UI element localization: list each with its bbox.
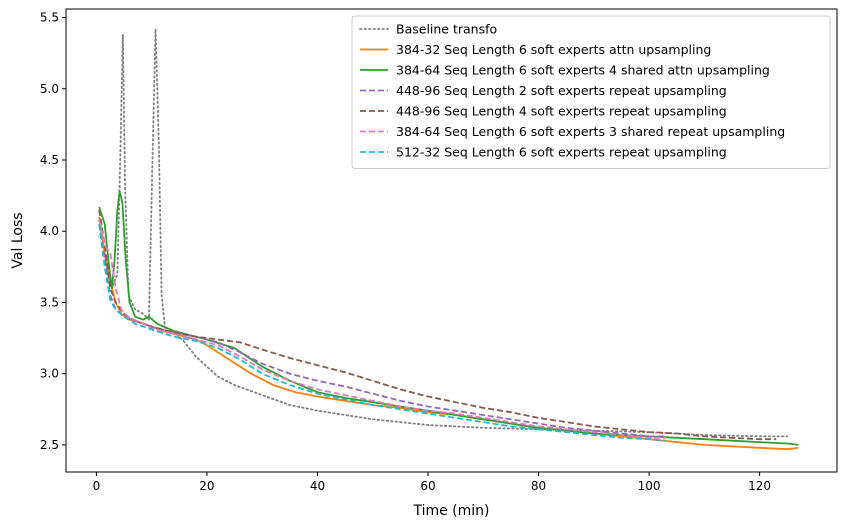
x-tick-label: 100 — [638, 479, 661, 493]
legend-entry-4: 448-96 Seq Length 2 soft experts repeat … — [396, 83, 727, 98]
y-tick-label: 3.0 — [40, 367, 59, 381]
plot-frame — [65, 8, 838, 473]
y-axis: 2.5 3.0 3.5 4.0 4.5 5.0 5.5 — [40, 11, 66, 452]
y-tick-label: 2.5 — [40, 438, 59, 452]
y-tick-label: 4.5 — [40, 153, 59, 167]
legend-entry-6: 384-64 Seq Length 6 soft experts 3 share… — [396, 124, 785, 139]
series-line-7 — [98, 223, 666, 442]
x-tick-label: 0 — [93, 479, 101, 493]
series-line-5 — [98, 209, 777, 441]
x-tick-label: 120 — [748, 479, 771, 493]
y-tick-label: 5.5 — [40, 11, 59, 25]
series-layer — [98, 27, 799, 451]
y-axis-title: Val Loss — [10, 212, 26, 268]
legend: Baseline transfo 384-32 Seq Length 6 soft… — [351, 15, 831, 169]
y-tick-label: 4.0 — [40, 224, 59, 238]
x-tick-label: 60 — [420, 479, 435, 493]
series-line-3 — [98, 190, 799, 446]
x-tick-label: 20 — [199, 479, 214, 493]
legend-entry-7: 512-32 Seq Length 6 soft experts repeat … — [396, 145, 727, 160]
x-tick-label: 40 — [310, 479, 325, 493]
y-tick-label: 3.5 — [40, 295, 59, 309]
legend-entry-1: Baseline transfo — [396, 22, 497, 37]
series-line-1 — [98, 27, 789, 438]
y-tick-label: 5.0 — [40, 82, 59, 96]
legend-entry-5: 448-96 Seq Length 4 soft experts repeat … — [396, 104, 727, 119]
legend-entry-2: 384-32 Seq Length 6 soft experts attn up… — [396, 42, 711, 57]
x-tick-label: 80 — [531, 479, 546, 493]
legend-entry-3: 384-64 Seq Length 6 soft experts 4 share… — [396, 63, 770, 78]
legend-box — [351, 15, 831, 169]
x-axis: 0 20 40 60 80 100 120 — [93, 472, 771, 493]
x-axis-title: Time (min) — [412, 503, 489, 519]
series-line-6 — [98, 219, 666, 439]
